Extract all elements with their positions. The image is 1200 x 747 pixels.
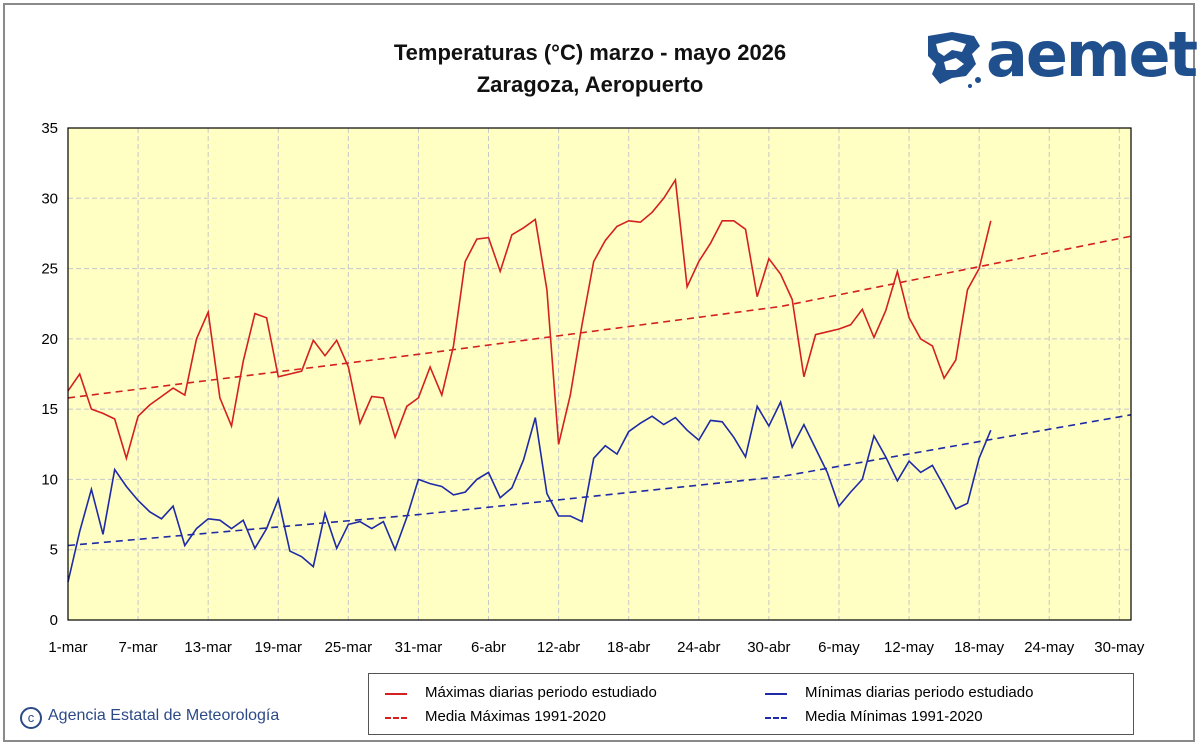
x-tick-label: 18-abr: [607, 639, 650, 656]
y-tick-label: 25: [41, 261, 58, 278]
y-tick-label: 35: [41, 120, 58, 137]
aemet-logo: aemet: [922, 18, 1198, 98]
y-tick-label: 20: [41, 331, 58, 348]
x-tick-label: 30-abr: [747, 639, 790, 656]
x-tick-label: 24-abr: [677, 639, 720, 656]
y-tick-label: 30: [41, 190, 58, 207]
plot-border: [67, 127, 1132, 621]
y-tick-label: 10: [41, 471, 58, 488]
plot-area: [68, 128, 1131, 620]
legend-label-max: Máximas diarias periodo estudiado: [425, 684, 657, 701]
legend-label-min: Mínimas diarias periodo estudiado: [805, 684, 1034, 701]
spain-map-icon: [928, 32, 981, 88]
x-tick-label: 19-mar: [255, 639, 303, 656]
series-lines: [67, 177, 1132, 583]
x-tick-label: 6-may: [818, 639, 860, 656]
legend-swatch-min-mean: [765, 717, 787, 719]
legend-swatch-max: [385, 693, 407, 695]
x-tick-label: 6-abr: [471, 639, 506, 656]
y-tick-labels: 0 5 10 15 20 25 30 35: [41, 120, 58, 629]
x-tick-label: 25-mar: [325, 639, 373, 656]
chart-subtitle: Zaragoza, Aeropuerto: [476, 72, 704, 97]
grid-lines: [68, 128, 1131, 620]
legend-swatch-max-mean: [385, 717, 407, 719]
series-line-3: [67, 414, 1132, 547]
chart-title: Temperaturas (°C) marzo - mayo 2026: [393, 40, 787, 65]
x-tick-label: 30-may: [1094, 639, 1145, 656]
x-tick-label: 12-may: [884, 639, 935, 656]
x-tick-label: 18-may: [954, 639, 1005, 656]
x-tick-label: 24-may: [1024, 639, 1075, 656]
y-tick-label: 5: [50, 542, 58, 559]
x-tick-labels: 1-mar 7-mar 13-mar 19-mar 25-mar 31-mar 6-abr 1…: [48, 639, 1144, 656]
legend-label-min-mean: Media Mínimas 1991-2020: [805, 708, 983, 725]
x-tick-label: 7-mar: [119, 639, 158, 656]
copyright-icon: c: [20, 707, 42, 729]
credit-text: Agencia Estatal de Meteorología: [48, 707, 280, 724]
logo-text: aemet: [986, 18, 1198, 91]
legend: Máximas diarias periodo estudiado Media …: [368, 673, 1134, 735]
series-line-0: [67, 177, 992, 462]
y-tick-label: 0: [50, 612, 58, 629]
series-line-1: [67, 399, 992, 583]
x-tick-label: 13-mar: [184, 639, 232, 656]
x-tick-label: 31-mar: [395, 639, 443, 656]
y-tick-label: 15: [41, 401, 58, 418]
credit: c Agencia Estatal de Meteorología: [20, 707, 279, 729]
x-tick-label: 12-abr: [537, 639, 580, 656]
legend-label-max-mean: Media Máximas 1991-2020: [425, 708, 606, 725]
x-tick-label: 1-mar: [48, 639, 87, 656]
legend-swatch-min: [765, 693, 787, 695]
